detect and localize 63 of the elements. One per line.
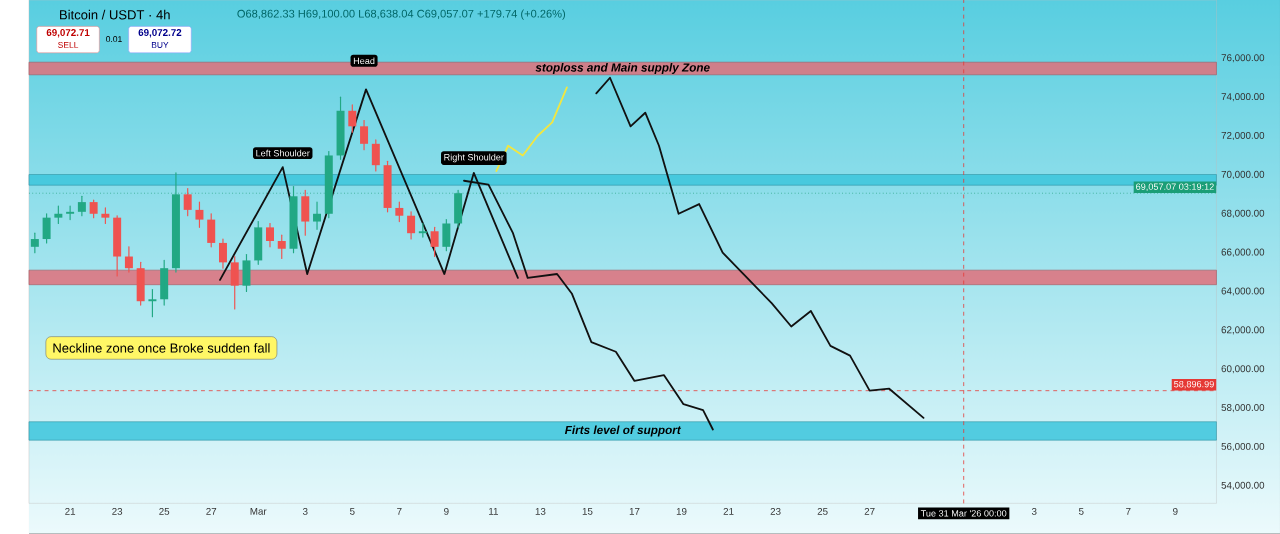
annotation: 0.01 [106, 36, 122, 43]
y-tick-label: 58,000.00 [1221, 404, 1265, 413]
x-tick-label: 5 [1078, 508, 1084, 515]
text: Bitcoin / USDT · 4h [60, 10, 170, 20]
y-tick-label: 74,000.00 [1221, 93, 1265, 102]
candlestick [442, 219, 451, 252]
annotation: 69,072.71 [46, 29, 90, 38]
x-tick-label: 19 [676, 508, 687, 516]
candlestick [54, 205, 63, 225]
x-tick-label: 3 [302, 508, 308, 516]
candlestick [395, 201, 404, 223]
x-tick-label: 5 [349, 508, 355, 515]
ref-line-label: 69,057.07 03:19:12 [1136, 183, 1214, 192]
candlestick [242, 254, 251, 293]
ref-line-label: Tue 31 Mar '26 00:00 [920, 510, 1007, 517]
x-tick-label: 27 [206, 508, 217, 515]
line-series [595, 76, 925, 419]
x-tick-label: 7 [1126, 508, 1131, 515]
x-tick-label: Mar [250, 508, 267, 515]
ref-line-label: 58,896.99 [1174, 381, 1214, 389]
band-label: Firts level of support [564, 425, 682, 437]
candlestick [101, 207, 110, 225]
y-tick-label: 72,000.00 [1221, 132, 1265, 141]
annotation: Right Shoulder [444, 153, 504, 163]
annotation: Neckline zone once Broke sudden fall [53, 343, 270, 353]
x-tick-label: 17 [629, 508, 640, 515]
y-tick-label: 76,000.00 [1221, 54, 1265, 63]
x-tick-label: 21 [723, 508, 734, 515]
x-tick-label: 13 [535, 508, 546, 516]
y-tick-label: 54,000.00 [1221, 481, 1265, 491]
x-tick-label: 23 [112, 508, 123, 516]
x-tick-label: 9 [1173, 508, 1178, 516]
annotation: SELL [58, 42, 79, 49]
y-tick-label: 70,000.00 [1221, 171, 1265, 180]
y-tick-label: 64,000.00 [1221, 287, 1265, 296]
candlestick [430, 226, 439, 258]
candlestick [230, 256, 239, 310]
x-tick-label: 25 [159, 508, 170, 516]
band-label: stoploss and Main supply Zone [535, 63, 710, 75]
x-tick-label: 11 [489, 508, 498, 515]
x-tick-label: 23 [770, 508, 781, 516]
x-tick-label: 3 [1031, 508, 1037, 516]
x-tick-label: 7 [397, 508, 402, 515]
candlestick [277, 234, 286, 260]
annotation: 69,072.72 [138, 29, 182, 38]
annotation: Head [353, 57, 375, 65]
y-tick-label: 68,000.00 [1221, 209, 1265, 218]
y-tick-label: 56,000.00 [1221, 443, 1265, 452]
x-tick-label: 15 [582, 508, 593, 515]
text: O68,862.33 H69,100.00 L68,638.04 C69,057.07 +179.74 (+0.26%) [237, 9, 566, 20]
candlestick [301, 190, 310, 236]
candlestick [30, 232, 39, 254]
x-tick-label: 21 [65, 508, 76, 515]
y-tick-label: 62,000.00 [1221, 326, 1265, 335]
candlestick [183, 188, 192, 217]
annotation: BUY [151, 42, 169, 49]
candlestick [195, 201, 204, 229]
annotation: Left Shoulder [256, 149, 310, 157]
y-tick-label: 60,000.00 [1221, 365, 1265, 374]
x-tick-label: 9 [444, 508, 449, 516]
x-tick-label: 25 [817, 508, 828, 516]
y-tick-label: 66,000.00 [1221, 248, 1265, 257]
x-tick-label: 27 [864, 508, 875, 515]
